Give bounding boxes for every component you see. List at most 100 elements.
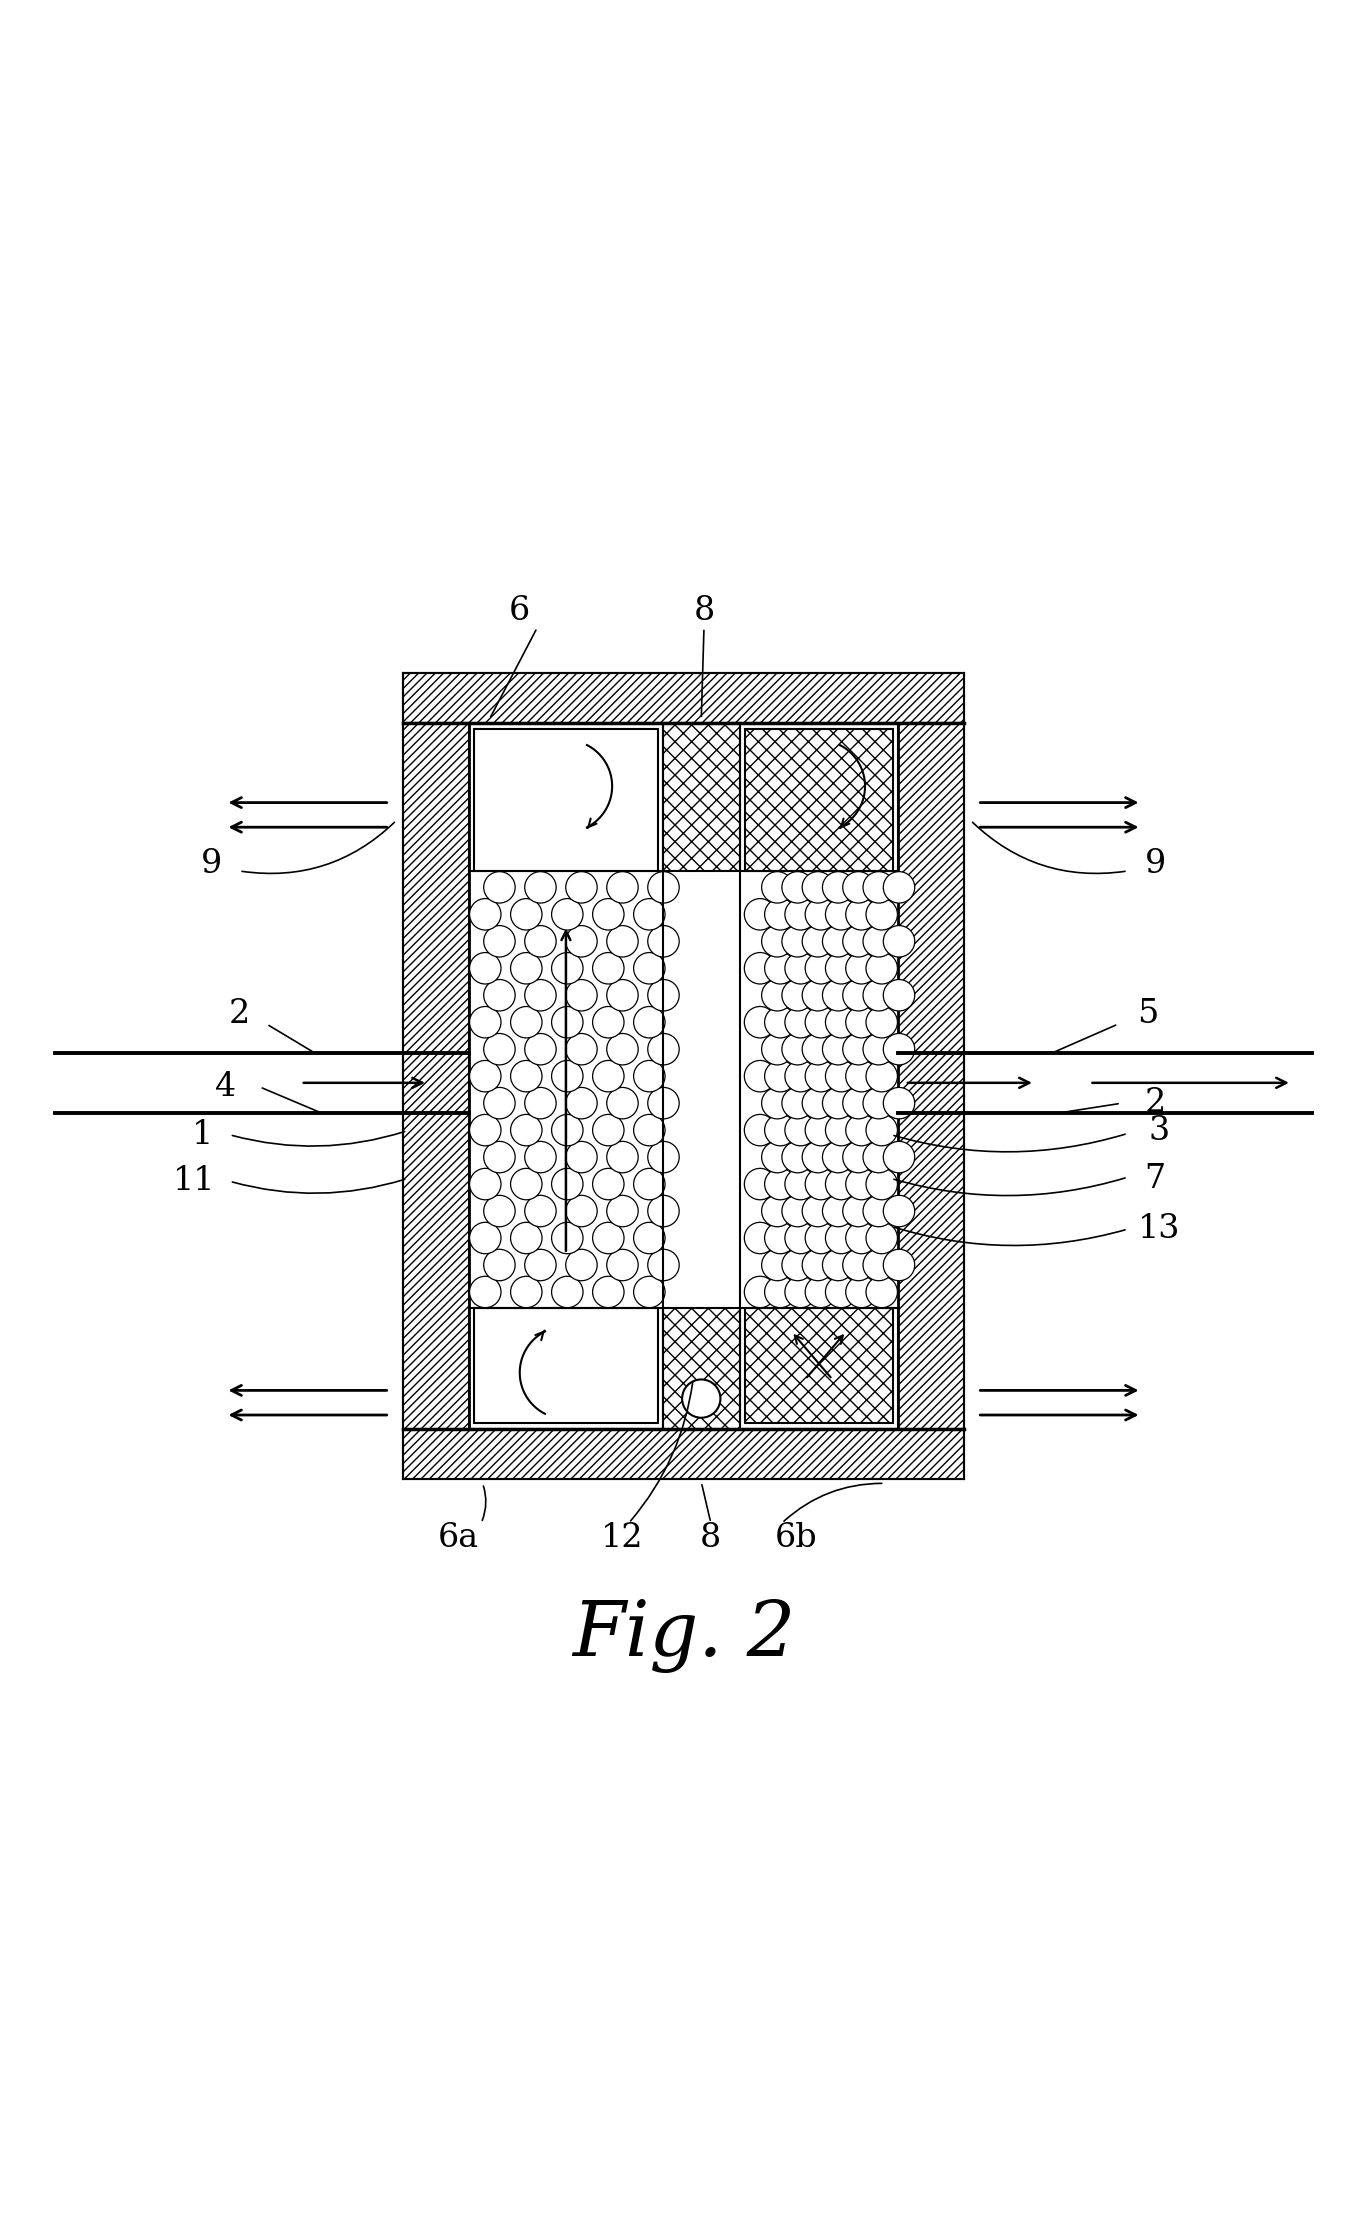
Circle shape [802,1195,834,1226]
Circle shape [842,1195,874,1226]
Circle shape [863,925,894,956]
Circle shape [826,1276,857,1307]
Circle shape [607,1195,638,1226]
Circle shape [511,1276,541,1307]
Circle shape [633,1222,664,1253]
Circle shape [592,1008,623,1039]
Circle shape [484,1088,515,1119]
Circle shape [867,898,897,929]
Circle shape [785,898,816,929]
Circle shape [842,1034,874,1066]
Circle shape [805,1061,837,1092]
Bar [403,1430,964,1479]
Circle shape [802,978,834,1012]
Circle shape [761,1142,793,1173]
Circle shape [744,1168,776,1200]
Circle shape [805,1222,837,1253]
Circle shape [863,1249,894,1280]
Circle shape [785,1168,816,1200]
Bar [403,672,964,724]
Circle shape [802,1034,834,1066]
Circle shape [785,1222,816,1253]
Circle shape [470,952,500,983]
Circle shape [607,1088,638,1119]
Circle shape [761,1034,793,1066]
Circle shape [470,1008,500,1039]
Text: 2: 2 [228,999,250,1030]
Circle shape [470,1222,500,1253]
Circle shape [633,1276,664,1307]
Circle shape [805,1276,837,1307]
Circle shape [785,1061,816,1092]
Circle shape [551,1008,582,1039]
Circle shape [607,871,638,903]
Text: 11: 11 [172,1166,216,1197]
Circle shape [764,1168,796,1200]
Text: 5: 5 [1137,999,1159,1030]
Circle shape [607,1249,638,1280]
Circle shape [470,1276,500,1307]
Circle shape [826,1222,857,1253]
Circle shape [551,1222,582,1253]
Circle shape [744,1222,776,1253]
Circle shape [802,925,834,956]
Circle shape [525,871,556,903]
Circle shape [823,1142,854,1173]
Text: 1: 1 [191,1119,213,1151]
Circle shape [863,871,894,903]
Circle shape [761,925,793,956]
Text: 8: 8 [700,1521,722,1555]
Circle shape [633,1115,664,1146]
Circle shape [842,1249,874,1280]
Circle shape [823,1195,854,1226]
Circle shape [863,1088,894,1119]
Circle shape [607,978,638,1012]
Circle shape [592,1276,623,1307]
Circle shape [764,1115,796,1146]
Text: 13: 13 [1137,1213,1181,1244]
Text: Fig. 2: Fig. 2 [571,1600,796,1673]
Text: 4: 4 [215,1070,236,1104]
Circle shape [867,1115,897,1146]
Circle shape [484,1195,515,1226]
Circle shape [782,1142,813,1173]
Circle shape [592,1222,623,1253]
Circle shape [607,1142,638,1173]
Circle shape [842,1142,874,1173]
Circle shape [764,1061,796,1092]
Circle shape [511,1061,541,1092]
Circle shape [846,1276,878,1307]
Circle shape [566,1142,597,1173]
Circle shape [525,1142,556,1173]
Circle shape [551,1276,582,1307]
Circle shape [484,925,515,956]
Circle shape [883,1034,915,1066]
Circle shape [823,1034,854,1066]
Circle shape [566,1088,597,1119]
Circle shape [826,1061,857,1092]
Circle shape [785,1008,816,1039]
Circle shape [551,1168,582,1200]
Circle shape [761,1195,793,1226]
Circle shape [867,952,897,983]
Circle shape [802,871,834,903]
Circle shape [846,1061,878,1092]
Circle shape [566,1249,597,1280]
Circle shape [592,1168,623,1200]
Circle shape [805,1115,837,1146]
Circle shape [607,1034,638,1066]
Circle shape [764,1276,796,1307]
Circle shape [744,1008,776,1039]
Circle shape [648,1249,679,1280]
Circle shape [764,1008,796,1039]
Circle shape [761,1088,793,1119]
Circle shape [764,1222,796,1253]
Circle shape [633,1008,664,1039]
Text: 6: 6 [509,594,530,628]
Circle shape [823,925,854,956]
Circle shape [484,871,515,903]
Circle shape [805,1168,837,1200]
Circle shape [863,1034,894,1066]
Circle shape [607,925,638,956]
Circle shape [823,1088,854,1119]
